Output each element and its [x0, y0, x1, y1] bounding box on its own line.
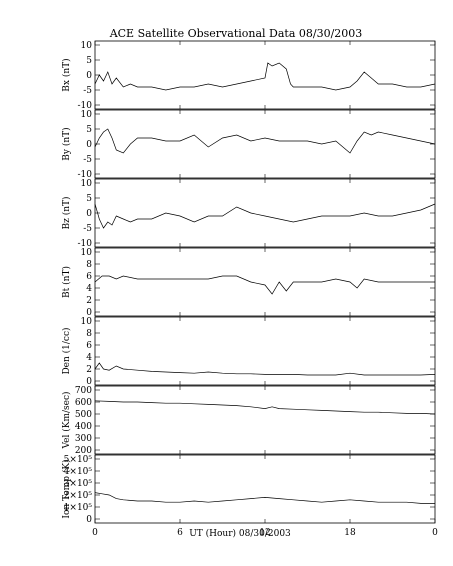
y-tick-label: 2×10⁵ — [64, 491, 93, 501]
panel-frame — [94, 178, 436, 248]
y-tick-label: 10 — [81, 110, 93, 120]
panel-bt: 0 2 4 6 8 10 Bt (nT) — [61, 247, 436, 318]
panel-stack: -10 -5 0 5 10 Bx (nT) -10 -5 0 5 10 By (nT) -10 -5 0 5 1… — [61, 40, 436, 525]
y-tick-label: 2 — [86, 296, 92, 306]
series-line-by — [94, 128, 436, 154]
panel-frame — [94, 40, 436, 110]
panel-frame — [94, 109, 436, 179]
y-tick-label: 0 — [86, 377, 92, 387]
x-tick-label: 0 — [432, 528, 438, 538]
y-tick-label: 8 — [86, 260, 92, 270]
series-line-den — [94, 362, 436, 376]
panel-by: -10 -5 0 5 10 By (nT) — [61, 109, 436, 180]
y-tick-label: 300 — [75, 434, 92, 444]
panel-frame — [94, 454, 436, 524]
y-tick-label: 5 — [86, 194, 92, 204]
x-tick-label: 0 — [92, 528, 98, 538]
y-axis-label: Vel (Km/sec) — [61, 391, 72, 449]
y-tick-label: 4×10⁵ — [64, 467, 93, 477]
y-tick-label: -10 — [78, 239, 93, 249]
y-tick-label: -5 — [83, 224, 92, 234]
y-axis-label: Den (1/cc) — [61, 327, 72, 374]
series-line-temp — [94, 492, 435, 504]
panel-bx: -10 -5 0 5 10 Bx (nT) — [61, 40, 436, 111]
y-axis-label: Bz (nT) — [61, 196, 72, 229]
x-tick-label: 18 — [344, 528, 356, 538]
y-tick-label: 5 — [86, 56, 92, 66]
y-tick-label: 10 — [81, 179, 93, 189]
y-tick-label: -5 — [83, 155, 92, 165]
y-tick-label: 0 — [86, 140, 92, 150]
y-tick-label: 0 — [86, 71, 92, 81]
y-tick-label: 10 — [81, 41, 93, 51]
y-axis-label: Bt (nT) — [61, 266, 72, 298]
x-axis-label: UT (Hour) 08/30/2003 — [189, 528, 291, 539]
x-tick-label: 6 — [177, 528, 183, 538]
y-tick-label: 0 — [86, 515, 92, 525]
y-tick-label: -5 — [83, 86, 92, 96]
panel-den: 0 2 4 6 8 10 Den (1/cc) — [61, 316, 436, 387]
y-tick-label: 10 — [81, 317, 93, 327]
y-tick-label: 400 — [75, 422, 92, 432]
y-tick-label: 0 — [86, 308, 92, 318]
y-tick-label: 3×10⁵ — [64, 479, 93, 489]
series-line-bx — [94, 62, 436, 91]
y-tick-label: 10 — [81, 248, 93, 258]
y-tick-label: 5 — [86, 125, 92, 135]
y-tick-label: -10 — [78, 101, 93, 111]
y-tick-label: 4 — [86, 284, 92, 294]
y-tick-label: -10 — [78, 170, 93, 180]
y-tick-label: 4 — [86, 353, 92, 363]
series-line-vel — [94, 400, 436, 415]
y-tick-label: 500 — [75, 410, 92, 420]
y-tick-label: 8 — [86, 329, 92, 339]
x-tick-label: 12 — [259, 528, 270, 538]
chart-title: ACE Satellite Observational Data 08/30/2… — [109, 27, 363, 40]
y-axis-label: Ion Temp (K) — [61, 459, 72, 518]
y-tick-label: 6 — [86, 341, 92, 351]
y-tick-label: 0 — [86, 209, 92, 219]
y-tick-label: 5×10⁵ — [64, 455, 93, 465]
x-axis-ticks: 0 6 12 18 0 — [92, 528, 438, 538]
panel-bz: -10 -5 0 5 10 Bz (nT) — [61, 178, 436, 249]
y-tick-label: 600 — [75, 398, 92, 408]
y-tick-label: 1×10⁵ — [64, 503, 93, 513]
y-tick-label: 2 — [86, 365, 92, 375]
y-tick-label: 6 — [86, 272, 92, 282]
y-tick-label: 200 — [75, 446, 92, 456]
panel-frame — [94, 385, 436, 455]
series-line-bz — [94, 203, 436, 229]
series-line-bt — [94, 275, 435, 295]
y-axis-label: By (nT) — [61, 127, 72, 160]
y-tick-label: 700 — [75, 386, 92, 396]
y-axis-label: Bx (nT) — [61, 58, 72, 91]
